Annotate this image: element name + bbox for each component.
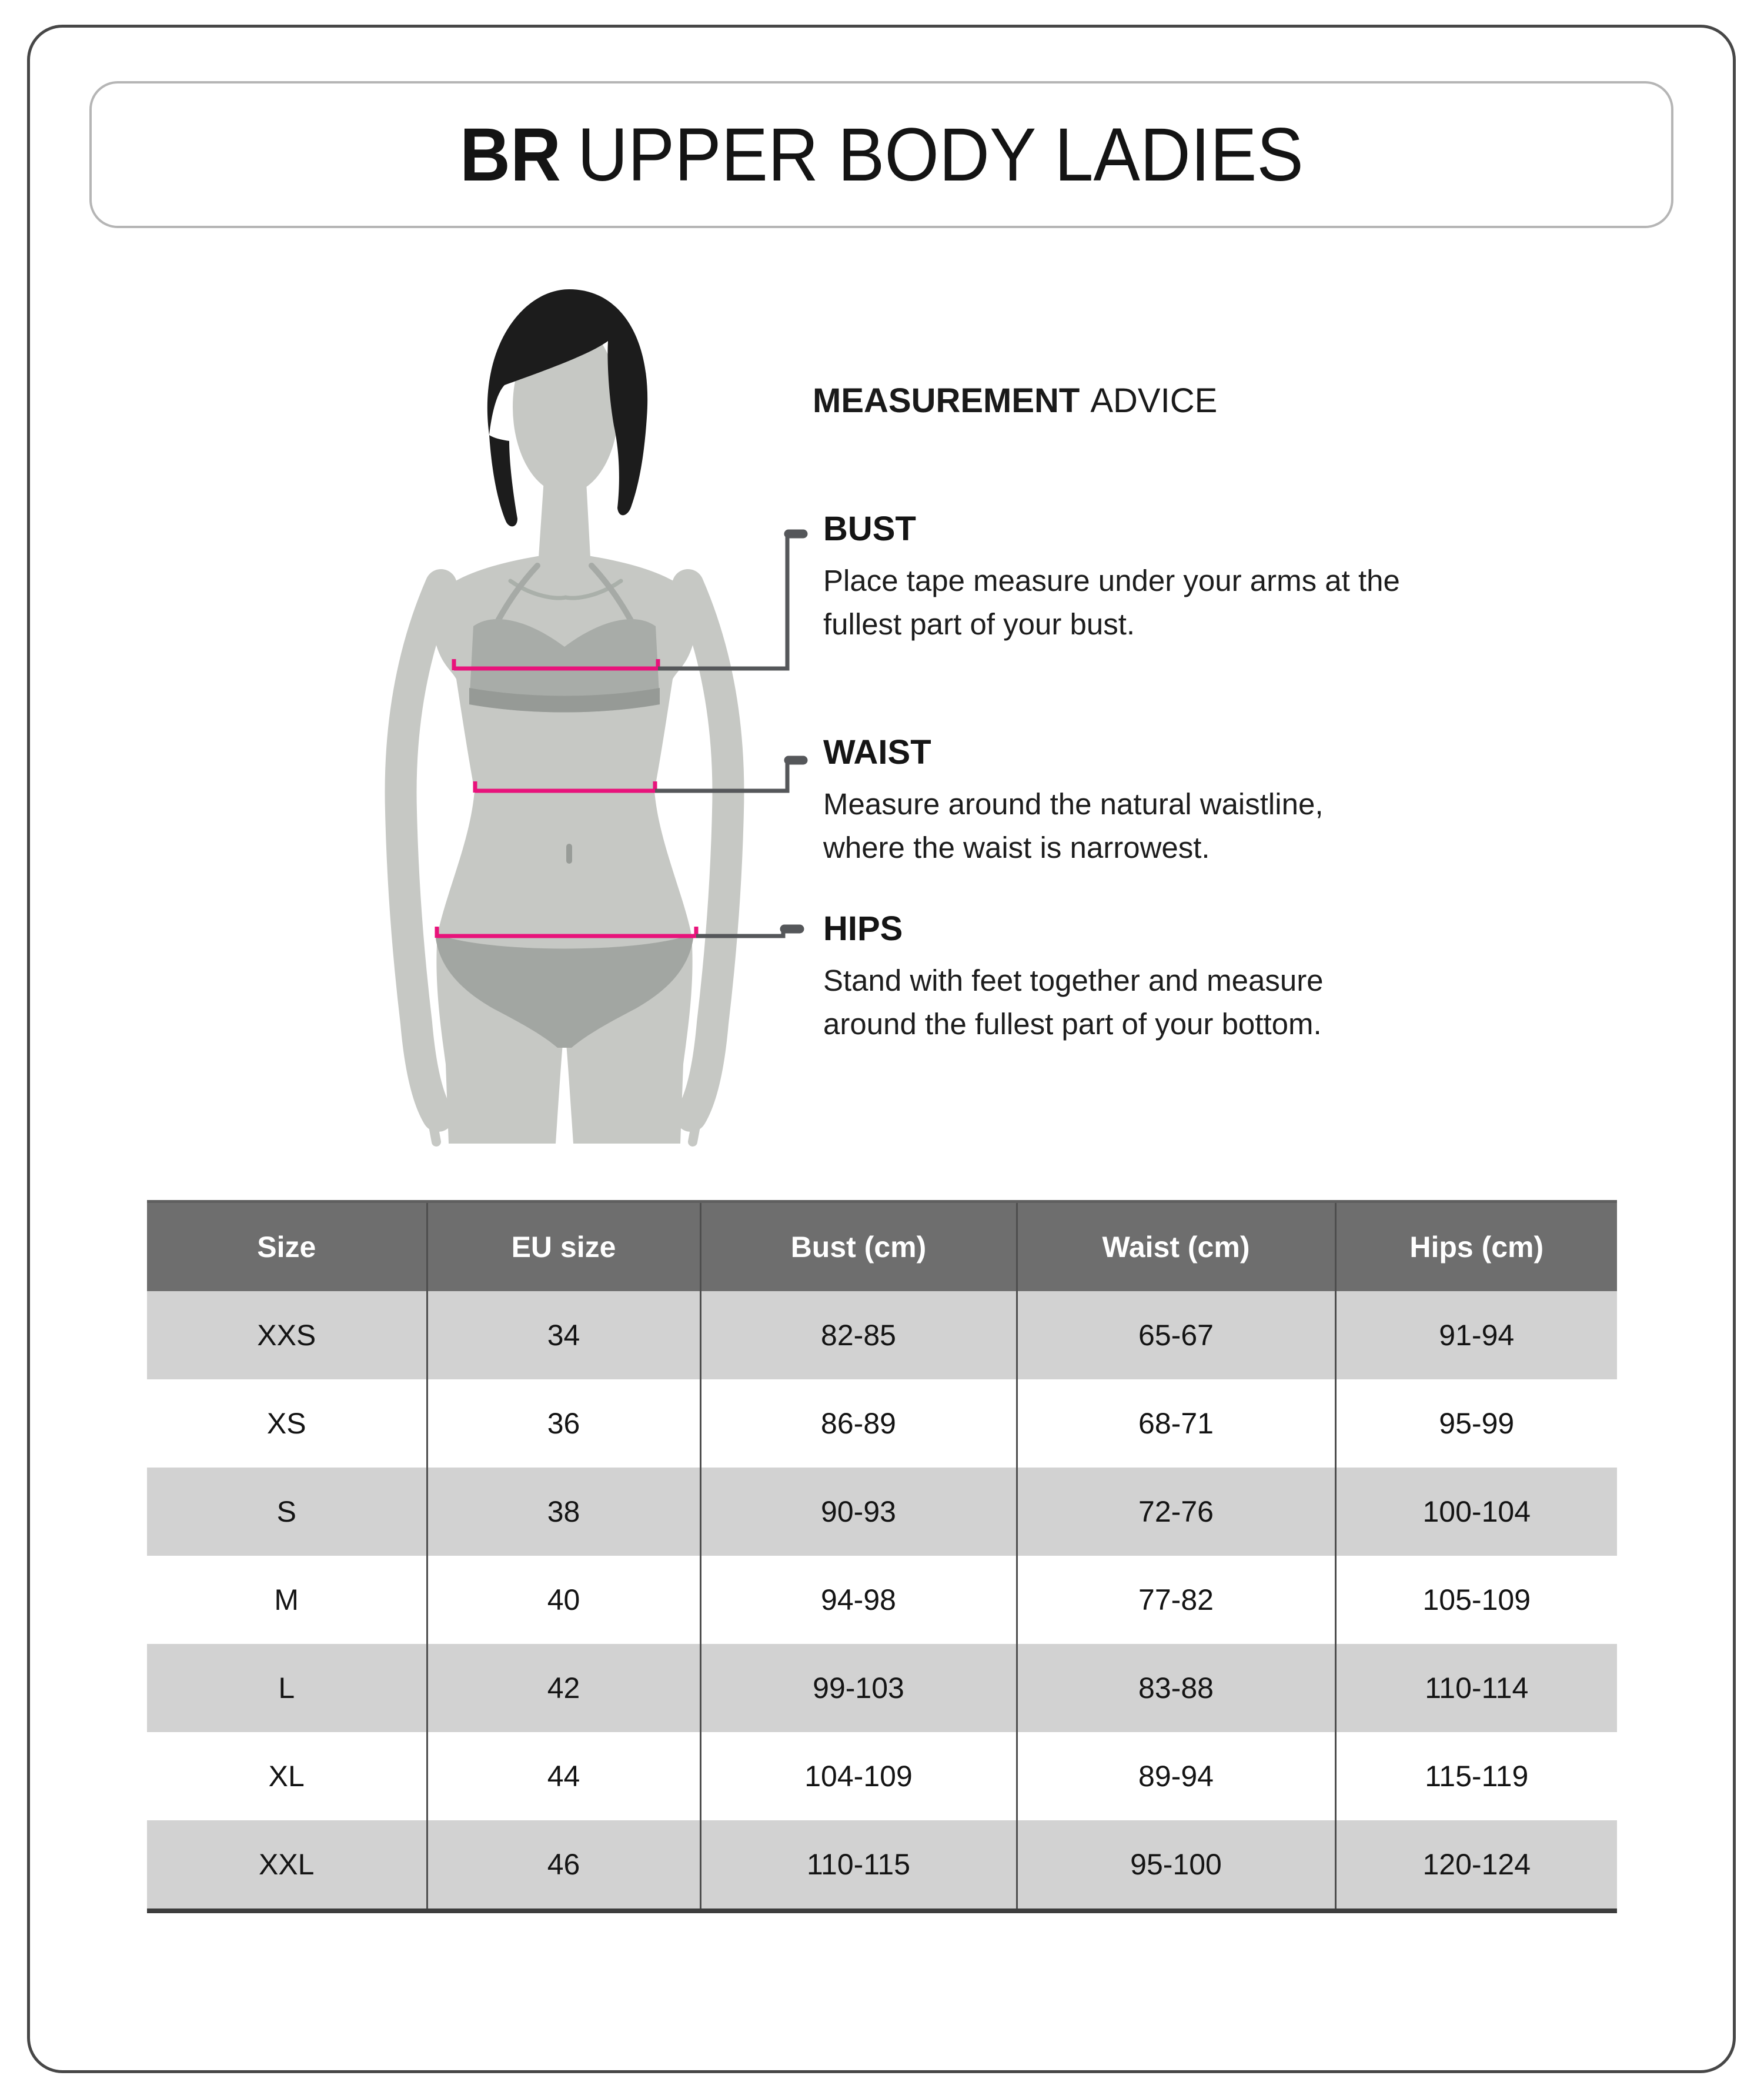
table-cell: 68-71	[1015, 1379, 1335, 1468]
left-hand	[426, 1105, 441, 1147]
bust-connector	[658, 529, 808, 671]
body-silhouette-illustration	[385, 289, 808, 1147]
table-row-xs: XS 36 86-89 68-71 95-99	[147, 1379, 1617, 1468]
size-table-header: Size EU size Bust (cm) Waist (cm) Hips (…	[147, 1201, 1617, 1291]
table-cell: 82-85	[699, 1291, 1017, 1379]
title-text: UPPER BODY LADIES	[577, 112, 1304, 197]
table-cell: 46	[426, 1820, 700, 1911]
table-cell: M	[147, 1556, 427, 1644]
hips-connector	[696, 924, 804, 938]
waist-description: Measure around the natural waistline, wh…	[823, 787, 1324, 864]
table-cell: 99-103	[699, 1644, 1017, 1732]
table-cell: 77-82	[1015, 1556, 1335, 1644]
hips-callout: HIPS Stand with feet together and measur…	[823, 909, 1405, 1046]
hair-side-lock	[489, 435, 517, 527]
bust-description: Place tape measure under your arms at th…	[823, 564, 1400, 641]
table-cell: 91-94	[1334, 1291, 1617, 1379]
table-row-s: S 38 90-93 72-76 100-104	[147, 1468, 1617, 1556]
measurement-advice-heading: MEASUREMENT ADVICE	[813, 381, 1217, 420]
column-header-waist: Waist (cm)	[1015, 1201, 1335, 1291]
hair	[487, 289, 648, 516]
size-table-body: XXS 34 82-85 65-67 91-94 XS 36 86-89 68-…	[147, 1291, 1617, 1911]
table-row-xl: XL 44 104-109 89-94 115-119	[147, 1732, 1617, 1820]
right-arm	[672, 569, 744, 1132]
hips-label: HIPS	[823, 910, 903, 948]
bust-callout: BUST Place tape measure under your arms …	[823, 509, 1405, 646]
table-cell: XXL	[147, 1820, 427, 1911]
left-arm	[385, 569, 457, 1132]
table-row-m: M 40 94-98 77-82 105-109	[147, 1556, 1617, 1644]
table-cell: 120-124	[1334, 1820, 1617, 1911]
table-cell: 65-67	[1015, 1291, 1335, 1379]
table-cell: 110-115	[699, 1820, 1017, 1911]
waist-callout: WAIST Measure around the natural waistli…	[823, 733, 1405, 870]
table-row-xxl: XXL 46 110-115 95-100 120-124	[147, 1820, 1617, 1911]
table-cell: 38	[426, 1468, 700, 1556]
bra-top	[469, 619, 660, 713]
table-cell: 110-114	[1334, 1644, 1617, 1732]
advice-rest: ADVICE	[1090, 382, 1218, 420]
page-border	[27, 25, 1736, 2073]
bust-label: BUST	[823, 510, 916, 548]
column-header-hips: Hips (cm)	[1334, 1201, 1617, 1291]
table-cell: XXS	[147, 1291, 427, 1379]
briefs	[435, 934, 694, 1048]
table-cell: 100-104	[1334, 1468, 1617, 1556]
title-box: BR UPPER BODY LADIES	[89, 81, 1673, 228]
table-cell: 42	[426, 1644, 700, 1732]
table-cell: XL	[147, 1732, 427, 1820]
table-cell: L	[147, 1644, 427, 1732]
table-cell: 104-109	[699, 1732, 1017, 1820]
header-row: Size EU size Bust (cm) Waist (cm) Hips (…	[147, 1201, 1617, 1291]
table-row-xxs: XXS 34 82-85 65-67 91-94	[147, 1291, 1617, 1379]
title-brand: BR	[459, 112, 561, 197]
table-cell: S	[147, 1468, 427, 1556]
waist-connector	[655, 756, 808, 793]
advice-bold: MEASUREMENT	[813, 382, 1080, 420]
table-cell: 83-88	[1015, 1644, 1335, 1732]
table-cell: 40	[426, 1556, 700, 1644]
table-cell: 36	[426, 1379, 700, 1468]
table-cell: 86-89	[699, 1379, 1017, 1468]
size-table: Size EU size Bust (cm) Waist (cm) Hips (…	[147, 1200, 1617, 1913]
table-cell: 89-94	[1015, 1732, 1335, 1820]
waist-label: WAIST	[823, 733, 931, 771]
table-cell: 44	[426, 1732, 700, 1820]
neck	[539, 470, 590, 566]
table-cell: 115-119	[1334, 1732, 1617, 1820]
table-cell: 105-109	[1334, 1556, 1617, 1644]
page-title: BR UPPER BODY LADIES	[460, 112, 1304, 198]
table-cell: 94-98	[699, 1556, 1017, 1644]
hips-description: Stand with feet together and measure aro…	[823, 964, 1324, 1041]
column-header-eu-size: EU size	[426, 1201, 700, 1291]
table-cell: 90-93	[699, 1468, 1017, 1556]
right-hand	[688, 1105, 703, 1147]
table-row-l: L 42 99-103 83-88 110-114	[147, 1644, 1617, 1732]
bra-band	[469, 688, 660, 713]
table-cell: XS	[147, 1379, 427, 1468]
table-cell: 72-76	[1015, 1468, 1335, 1556]
column-header-bust: Bust (cm)	[699, 1201, 1017, 1291]
column-header-size: Size	[147, 1201, 427, 1291]
table-cell: 95-100	[1015, 1820, 1335, 1911]
table-cell: 95-99	[1334, 1379, 1617, 1468]
table-cell: 34	[426, 1291, 700, 1379]
